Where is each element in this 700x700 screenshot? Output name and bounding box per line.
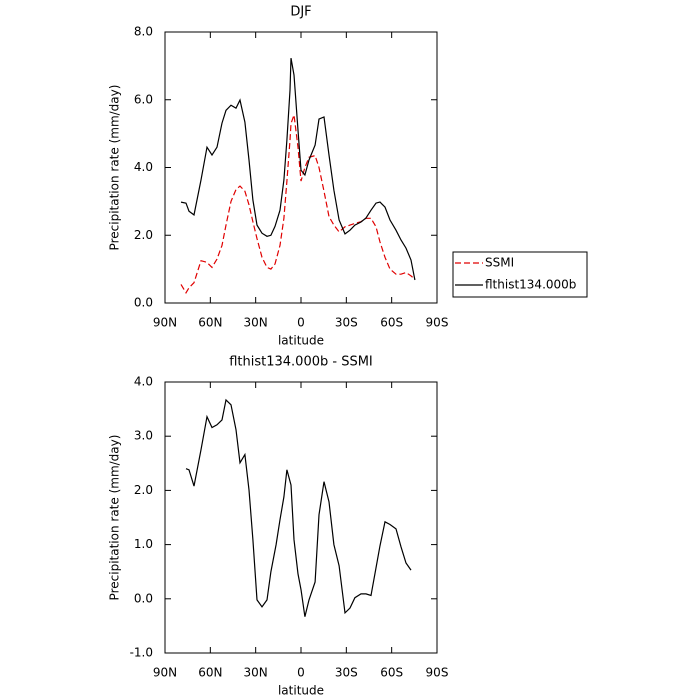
x-tick-label: 60N [198,666,222,680]
x-tick-label: 0 [297,666,305,680]
x-tick-label: 30N [244,316,268,330]
y-axis-label: Precipitation rate (mm/day) [108,435,122,601]
x-axis-label: latitude [278,684,324,698]
chart-title: DJF [290,5,311,20]
plot-frame [164,31,438,304]
chart-title: flthist134.000b - SSMI [229,355,373,370]
y-tick-label: 8.0 [134,25,153,39]
y-tick-label: 1.0 [134,537,153,551]
x-tick-label: 90N [153,666,177,680]
y-axis-label: Precipitation rate (mm/day) [108,85,122,251]
x-tick-label: 60N [198,316,222,330]
y-tick-label: 4.0 [134,375,153,389]
x-tick-label: 30S [335,666,358,680]
x-tick-label: 90S [426,666,449,680]
legend-label: SSMI [485,256,514,270]
data-line [180,57,416,281]
x-tick-label: 90S [426,316,449,330]
plot-frame [164,381,438,654]
y-tick-label: 3.0 [134,429,153,443]
legend-box [452,251,588,298]
y-tick-label: 6.0 [134,92,153,106]
x-tick-label: 30N [244,666,268,680]
x-tick-label: 60S [380,316,403,330]
x-axis-label: latitude [278,334,324,348]
data-line [185,398,412,617]
x-tick-label: 0 [297,316,305,330]
legend-label: flthist134.000b [485,278,576,292]
y-tick-label: 4.0 [134,160,153,174]
y-tick-label: 0.0 [134,296,153,310]
x-tick-label: 30S [335,316,358,330]
x-tick-label: 90N [153,316,177,330]
x-tick-label: 60S [380,666,403,680]
data-line [180,114,416,294]
y-tick-label: 2.0 [134,228,153,242]
y-tick-label: 2.0 [134,483,153,497]
y-tick-label: 0.0 [134,591,153,605]
y-tick-label: -1.0 [130,646,153,660]
